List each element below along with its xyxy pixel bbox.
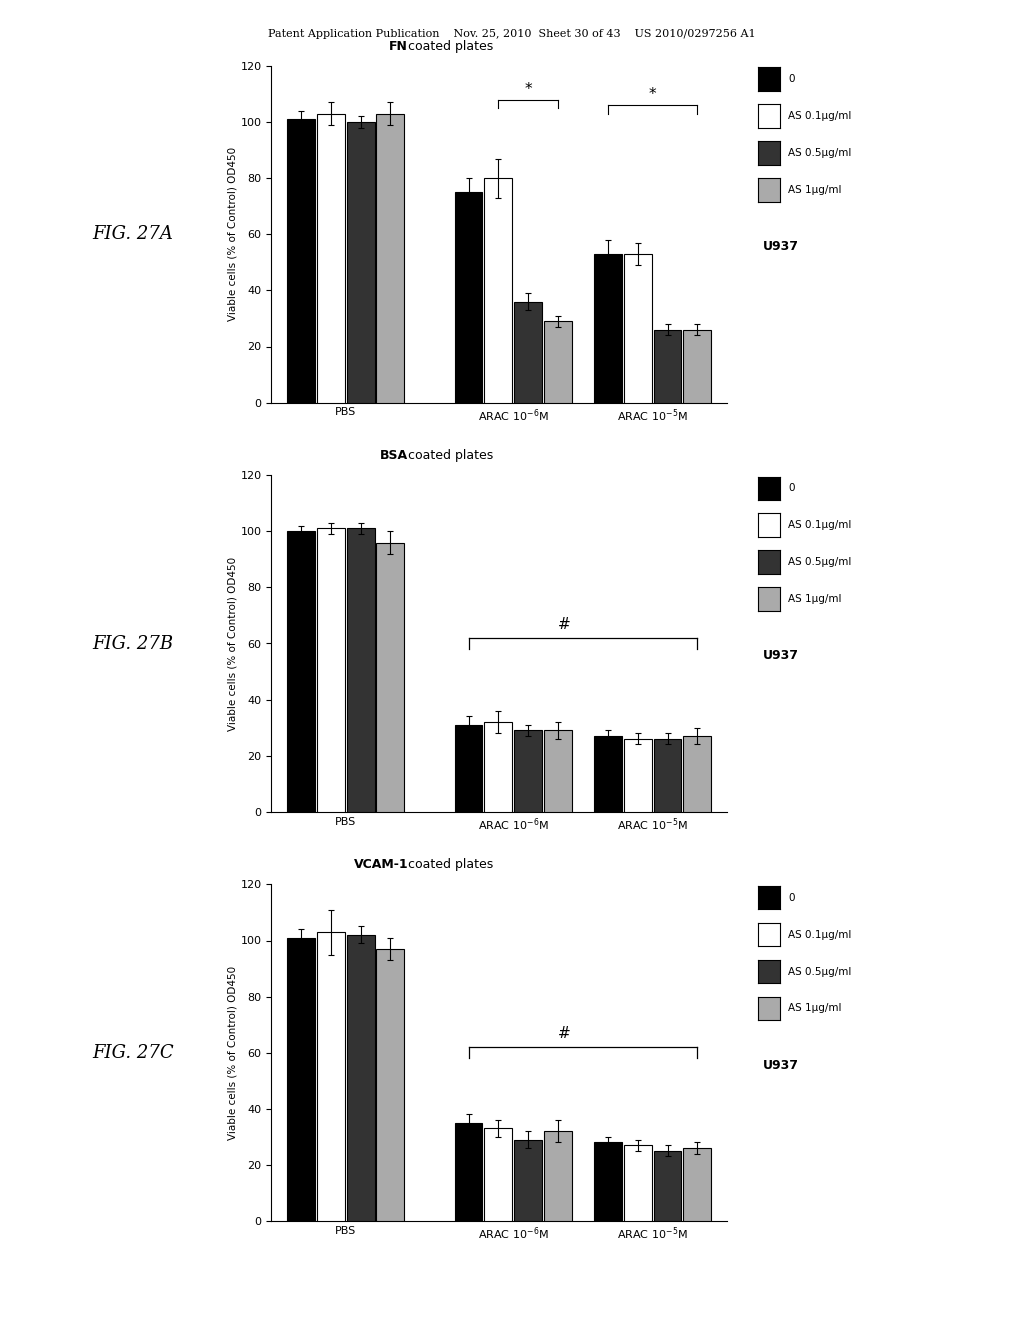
Bar xyxy=(594,737,622,812)
Text: 0: 0 xyxy=(788,892,795,903)
Text: AS 1μg/ml: AS 1μg/ml xyxy=(788,1003,842,1014)
Bar xyxy=(347,528,375,812)
Bar xyxy=(653,739,681,812)
Bar xyxy=(377,543,404,812)
Text: FIG. 27C: FIG. 27C xyxy=(92,1044,174,1061)
Bar xyxy=(624,253,651,403)
Text: AS 0.1μg/ml: AS 0.1μg/ml xyxy=(788,111,852,121)
Text: coated plates: coated plates xyxy=(408,40,494,53)
Text: *: * xyxy=(524,82,531,96)
Bar xyxy=(455,1123,482,1221)
Text: 0: 0 xyxy=(788,483,795,494)
Bar xyxy=(653,330,681,403)
Bar xyxy=(594,1142,622,1221)
Text: AS 0.5μg/ml: AS 0.5μg/ml xyxy=(788,966,852,977)
Text: 0: 0 xyxy=(788,74,795,84)
Bar xyxy=(514,1139,542,1221)
Bar xyxy=(624,1146,651,1221)
Text: AS 1μg/ml: AS 1μg/ml xyxy=(788,185,842,195)
Text: VCAM-1: VCAM-1 xyxy=(353,858,408,871)
Bar xyxy=(287,119,315,403)
Y-axis label: Viable cells (% of Control) OD450: Viable cells (% of Control) OD450 xyxy=(227,148,238,321)
Y-axis label: Viable cells (% of Control) OD450: Viable cells (% of Control) OD450 xyxy=(227,557,238,730)
Bar xyxy=(317,528,345,812)
Text: FN: FN xyxy=(389,40,408,53)
Text: *: * xyxy=(649,87,656,103)
Text: BSA: BSA xyxy=(380,449,408,462)
Bar xyxy=(544,730,571,812)
Bar xyxy=(377,949,404,1221)
Text: U937: U937 xyxy=(763,1059,799,1072)
Bar xyxy=(287,937,315,1221)
Y-axis label: Viable cells (% of Control) OD450: Viable cells (% of Control) OD450 xyxy=(227,966,238,1139)
Bar xyxy=(594,253,622,403)
Text: coated plates: coated plates xyxy=(408,449,494,462)
Bar xyxy=(377,114,404,403)
Text: coated plates: coated plates xyxy=(408,858,494,871)
Bar xyxy=(317,114,345,403)
Text: AS 1μg/ml: AS 1μg/ml xyxy=(788,594,842,605)
Bar xyxy=(683,1148,712,1221)
Bar xyxy=(514,302,542,403)
Text: #: # xyxy=(558,1027,570,1041)
Text: U937: U937 xyxy=(763,649,799,663)
Bar xyxy=(683,330,712,403)
Text: AS 0.5μg/ml: AS 0.5μg/ml xyxy=(788,148,852,158)
Bar xyxy=(624,739,651,812)
Bar xyxy=(484,1129,512,1221)
Bar xyxy=(544,1131,571,1221)
Bar xyxy=(347,121,375,403)
Bar xyxy=(484,178,512,403)
Bar xyxy=(484,722,512,812)
Bar xyxy=(455,193,482,403)
Text: FIG. 27B: FIG. 27B xyxy=(92,635,174,652)
Bar xyxy=(317,932,345,1221)
Bar xyxy=(544,321,571,403)
Bar xyxy=(287,531,315,812)
Bar xyxy=(514,730,542,812)
Bar xyxy=(455,725,482,812)
Text: AS 0.1μg/ml: AS 0.1μg/ml xyxy=(788,929,852,940)
Text: Patent Application Publication    Nov. 25, 2010  Sheet 30 of 43    US 2010/02972: Patent Application Publication Nov. 25, … xyxy=(268,29,756,40)
Text: AS 0.5μg/ml: AS 0.5μg/ml xyxy=(788,557,852,568)
Text: AS 0.1μg/ml: AS 0.1μg/ml xyxy=(788,520,852,531)
Text: #: # xyxy=(558,618,570,632)
Bar xyxy=(683,737,712,812)
Bar xyxy=(653,1151,681,1221)
Text: FIG. 27A: FIG. 27A xyxy=(93,226,173,243)
Bar xyxy=(347,935,375,1221)
Text: U937: U937 xyxy=(763,240,799,253)
